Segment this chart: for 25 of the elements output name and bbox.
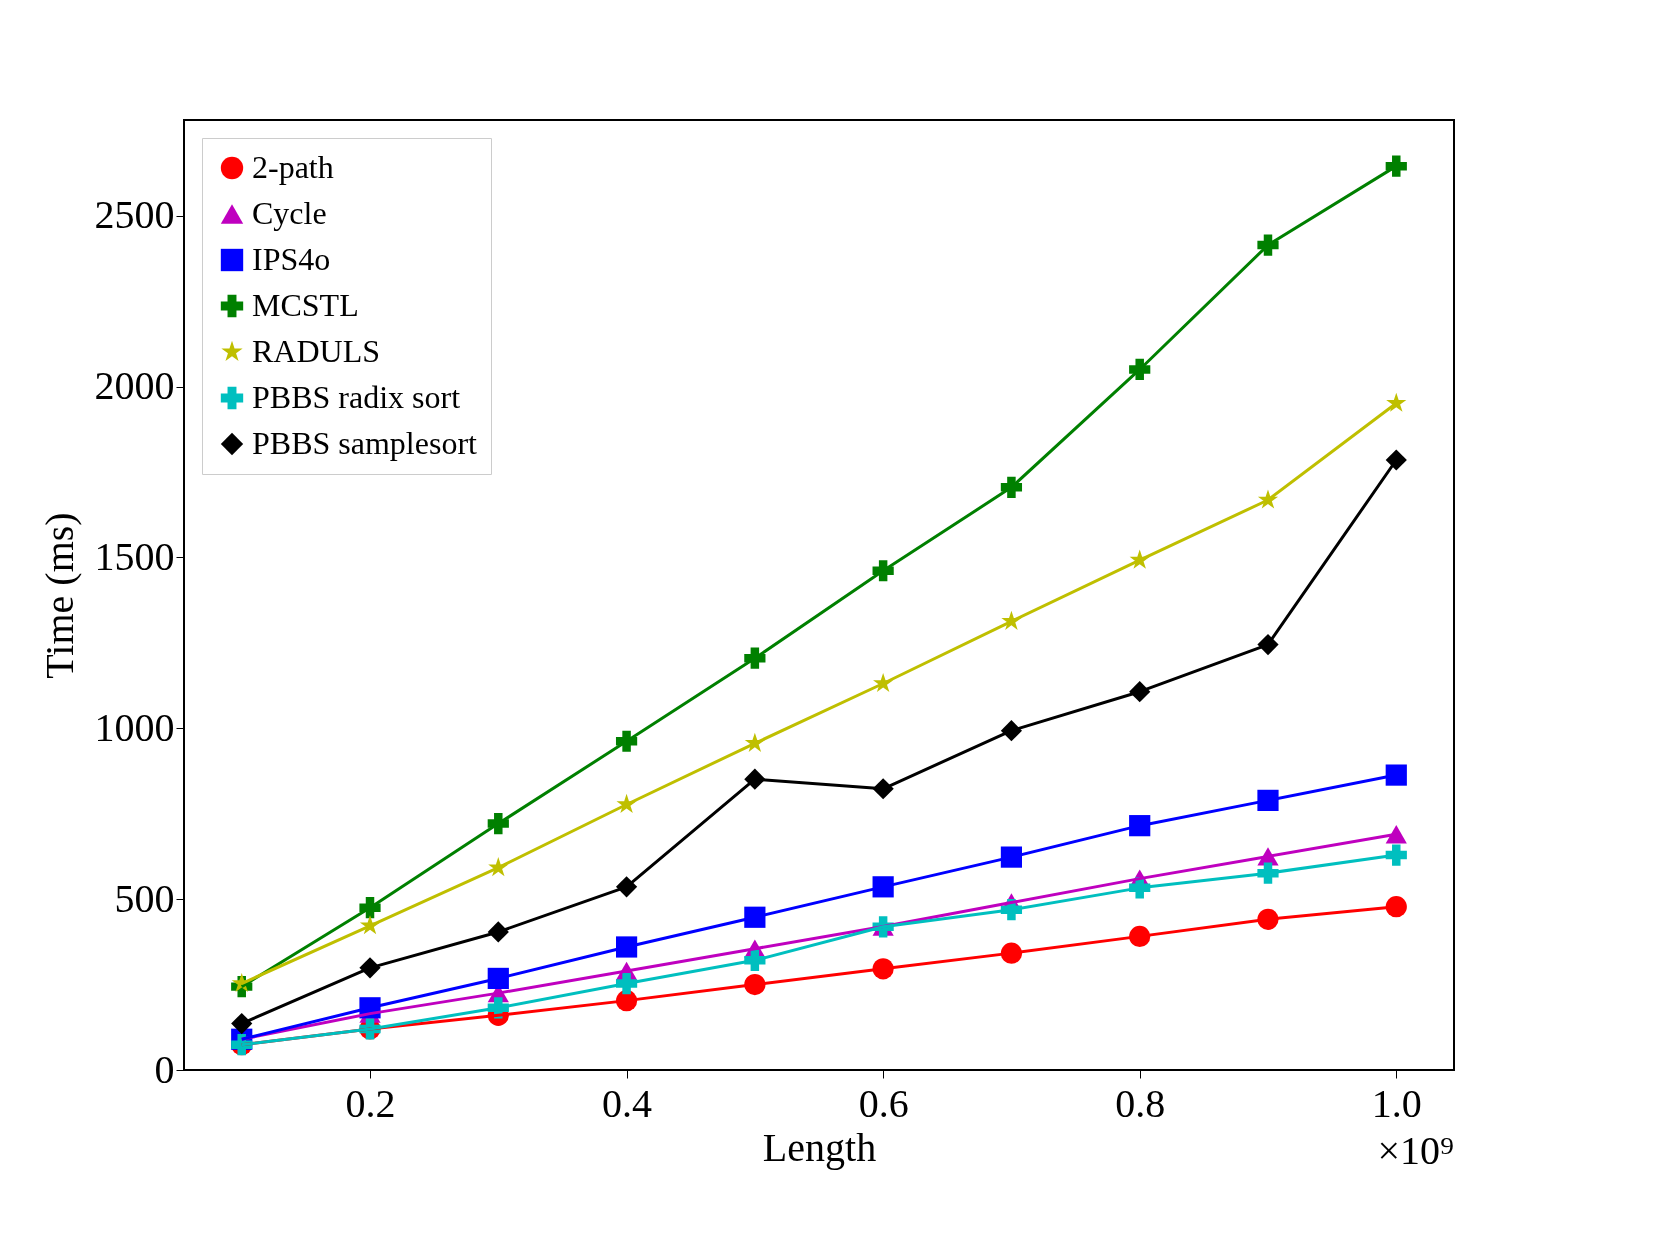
x-tick-label: 0.6 [858,1080,909,1126]
point [1385,896,1407,918]
x-tick-label: 1.0 [1371,1080,1422,1126]
y-tick-label: 500 [114,875,175,921]
legend-label: RADULS [252,333,381,369]
legend-label: PBBS samplesort [252,425,478,461]
y-axis-title: Time (ms) [36,512,82,679]
legend-label: 2-path [252,149,334,185]
y-tick-label: 2000 [94,363,175,409]
point [1385,844,1407,866]
x-tick-label: 0.8 [1115,1080,1166,1126]
legend-label: Cycle [252,195,327,231]
legend-label: PBBS radix sort [252,379,461,415]
x-axis-title: Length [762,1124,877,1170]
y-tick-label: 1500 [94,533,175,579]
point [1385,155,1407,177]
y-tick-label: 0 [154,1046,175,1092]
legend-label: MCSTL [252,287,359,323]
text: ×10⁹ [1377,1128,1454,1173]
x-tick-label: 0.2 [345,1080,396,1126]
point [1385,764,1407,786]
y-tick-label: 1000 [94,704,175,750]
legend-label: IPS4o [252,241,331,277]
y-tick-label: 2500 [94,192,175,238]
x-tick-label: 0.4 [602,1080,653,1126]
